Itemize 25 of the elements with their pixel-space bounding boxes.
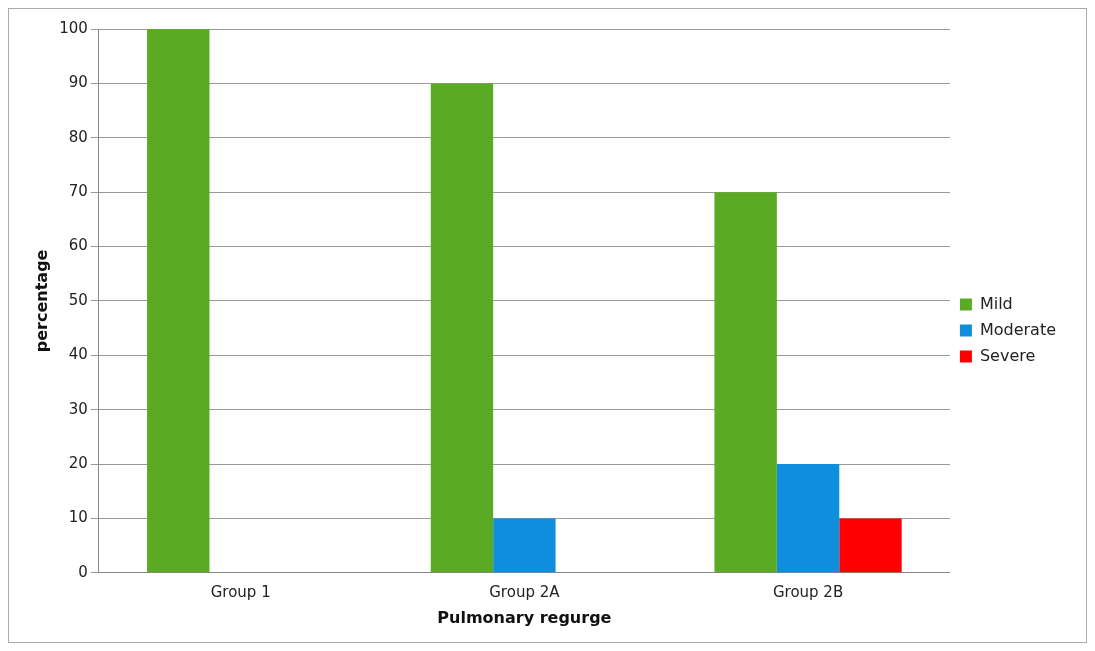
y-tick-label: 0 bbox=[78, 562, 88, 581]
bar bbox=[714, 192, 777, 573]
x-tick-label: Group 2B bbox=[772, 582, 844, 601]
legend-label: Mild bbox=[979, 293, 1013, 313]
bar bbox=[493, 518, 556, 573]
y-tick-label: 60 bbox=[68, 236, 88, 255]
legend-label: Moderate bbox=[979, 319, 1056, 339]
x-tick-label: Group 1 bbox=[210, 582, 271, 601]
y-tick-label: 80 bbox=[68, 127, 88, 146]
bar bbox=[839, 518, 902, 573]
legend-label: Severe bbox=[979, 345, 1036, 365]
x-axis-title: Pulmonary regurge bbox=[437, 607, 612, 627]
bar bbox=[776, 464, 840, 573]
y-tick-label: 50 bbox=[68, 290, 88, 309]
bar bbox=[430, 83, 494, 573]
y-tick-label: 100 bbox=[59, 18, 88, 37]
y-tick-label: 30 bbox=[68, 399, 88, 418]
bar bbox=[147, 29, 210, 573]
x-tick-label: Group 2A bbox=[489, 582, 561, 601]
y-axis-title: percentage bbox=[31, 249, 51, 353]
y-tick-label: 70 bbox=[68, 182, 88, 201]
y-tick-label: 10 bbox=[68, 508, 88, 527]
y-tick-label: 90 bbox=[68, 73, 88, 92]
y-tick-label: 20 bbox=[68, 453, 88, 472]
y-tick-label: 40 bbox=[68, 345, 88, 364]
